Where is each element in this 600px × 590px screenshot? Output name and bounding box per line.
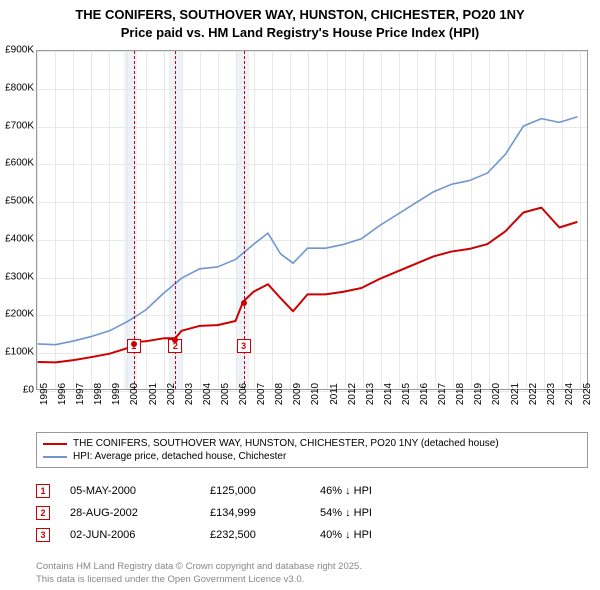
- x-tick-label: 2014: [383, 383, 394, 405]
- event-date: 02-JUN-2006: [70, 529, 190, 541]
- x-tick-label: 2010: [310, 383, 321, 405]
- y-tick-label: £900K: [0, 45, 34, 56]
- y-tick-label: £700K: [0, 120, 34, 131]
- y-tick-label: £0: [0, 385, 34, 396]
- x-tick-label: 2025: [582, 383, 593, 405]
- x-tick-label: 1998: [93, 383, 104, 405]
- event-pct: 46% ↓ HPI: [320, 485, 430, 497]
- event-marker-badge: 1: [36, 484, 50, 498]
- x-tick-label: 2009: [292, 383, 303, 405]
- event-date: 05-MAY-2000: [70, 485, 190, 497]
- legend-item: THE CONIFERS, SOUTHOVER WAY, HUNSTON, CH…: [43, 437, 581, 450]
- line-layer: [37, 51, 587, 389]
- x-tick-label: 1997: [75, 383, 86, 405]
- events-table: 1 05-MAY-2000 £125,000 46% ↓ HPI 2 28-AUG-200…: [36, 480, 588, 546]
- x-tick-label: 2002: [166, 383, 177, 405]
- x-tick-label: 2021: [510, 383, 521, 405]
- x-tick-label: 2011: [329, 383, 340, 405]
- x-tick-label: 2005: [220, 383, 231, 405]
- y-tick-label: £800K: [0, 82, 34, 93]
- y-tick-label: £100K: [0, 347, 34, 358]
- event-row: 1 05-MAY-2000 £125,000 46% ↓ HPI: [36, 480, 588, 502]
- legend-box: THE CONIFERS, SOUTHOVER WAY, HUNSTON, CH…: [36, 432, 588, 468]
- footer-line-1: Contains HM Land Registry data © Crown c…: [36, 561, 362, 573]
- x-tick-label: 2000: [129, 383, 140, 405]
- x-tick-label: 2003: [184, 383, 195, 405]
- y-tick-label: £600K: [0, 158, 34, 169]
- x-tick-label: 2013: [365, 383, 376, 405]
- legend-swatch: [43, 443, 67, 445]
- y-tick-label: £500K: [0, 196, 34, 207]
- chart-container: THE CONIFERS, SOUTHOVER WAY, HUNSTON, CH…: [0, 0, 600, 590]
- event-pct: 54% ↓ HPI: [320, 507, 430, 519]
- legend-label: THE CONIFERS, SOUTHOVER WAY, HUNSTON, CH…: [73, 438, 499, 449]
- x-tick-label: 2023: [546, 383, 557, 405]
- x-tick-label: 2017: [437, 383, 448, 405]
- event-price: £125,000: [210, 485, 300, 497]
- y-tick-label: £400K: [0, 233, 34, 244]
- event-row: 3 02-JUN-2006 £232,500 40% ↓ HPI: [36, 524, 588, 546]
- attribution-footer: Contains HM Land Registry data © Crown c…: [36, 561, 362, 586]
- x-tick-label: 2024: [564, 383, 575, 405]
- event-row: 2 28-AUG-2002 £134,999 54% ↓ HPI: [36, 502, 588, 524]
- x-tick-label: 2022: [528, 383, 539, 405]
- title-line-2: Price paid vs. HM Land Registry's House …: [10, 24, 590, 42]
- x-tick-label: 2012: [347, 383, 358, 405]
- title-line-1: THE CONIFERS, SOUTHOVER WAY, HUNSTON, CH…: [10, 6, 590, 24]
- x-tick-label: 1999: [111, 383, 122, 405]
- sale-point: [131, 341, 137, 347]
- event-pct: 40% ↓ HPI: [320, 529, 430, 541]
- event-price: £134,999: [210, 507, 300, 519]
- y-tick-label: £300K: [0, 271, 34, 282]
- legend-item: HPI: Average price, detached house, Chic…: [43, 450, 581, 463]
- series-hpi: [38, 117, 578, 345]
- legend-label: HPI: Average price, detached house, Chic…: [73, 451, 286, 462]
- x-tick-label: 1996: [57, 383, 68, 405]
- x-tick-label: 2015: [401, 383, 412, 405]
- x-tick-label: 2020: [491, 383, 502, 405]
- footer-line-2: This data is licensed under the Open Gov…: [36, 574, 362, 586]
- x-tick-label: 2007: [256, 383, 267, 405]
- series-property: [38, 208, 578, 363]
- y-tick-label: £200K: [0, 309, 34, 320]
- event-date: 28-AUG-2002: [70, 507, 190, 519]
- sale-point: [172, 337, 178, 343]
- legend-swatch: [43, 456, 67, 458]
- x-tick-label: 2001: [148, 383, 159, 405]
- plot-area: 123: [36, 50, 588, 390]
- x-tick-label: 2016: [419, 383, 430, 405]
- chart-title: THE CONIFERS, SOUTHOVER WAY, HUNSTON, CH…: [0, 0, 600, 41]
- x-tick-label: 1995: [39, 383, 50, 405]
- x-tick-label: 2008: [274, 383, 285, 405]
- x-tick-label: 2018: [455, 383, 466, 405]
- marker-badge: 3: [237, 339, 251, 353]
- x-tick-label: 2006: [238, 383, 249, 405]
- event-marker-badge: 2: [36, 506, 50, 520]
- x-tick-label: 2019: [473, 383, 484, 405]
- sale-point: [241, 300, 247, 306]
- event-price: £232,500: [210, 529, 300, 541]
- x-tick-label: 2004: [202, 383, 213, 405]
- event-marker-badge: 3: [36, 528, 50, 542]
